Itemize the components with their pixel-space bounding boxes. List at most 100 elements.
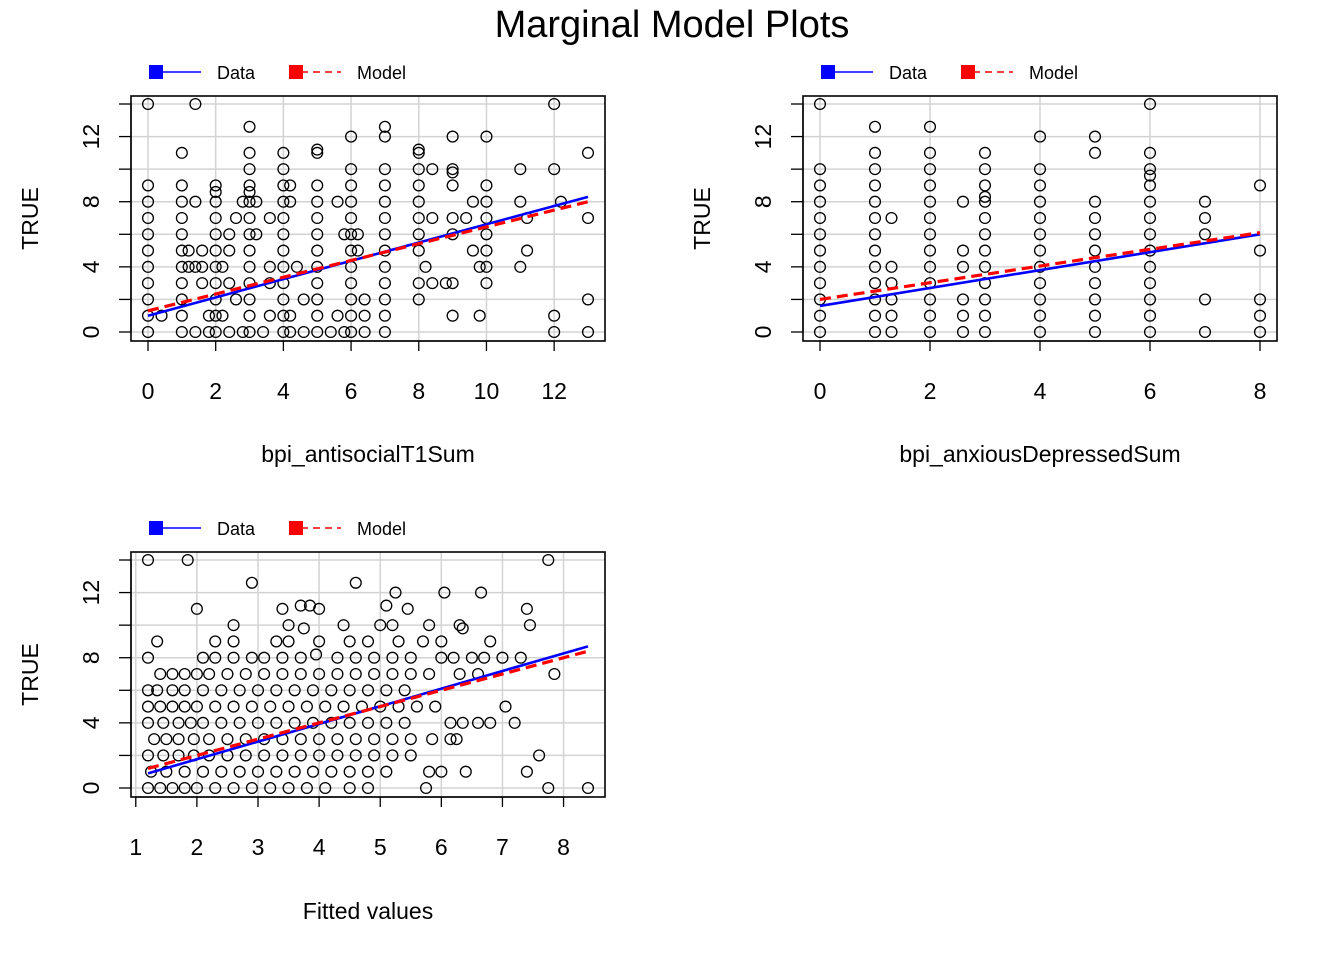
data-point	[313, 635, 326, 648]
data-point	[480, 244, 493, 257]
data-point	[343, 635, 356, 648]
data-point	[868, 260, 882, 273]
data-point	[956, 195, 970, 208]
data-point	[868, 277, 882, 290]
data-point	[1143, 277, 1157, 290]
data-point	[337, 700, 350, 713]
data-point	[343, 781, 356, 795]
data-point	[480, 277, 493, 290]
data-point	[277, 260, 290, 273]
data-point	[190, 700, 203, 713]
data-point	[331, 195, 344, 208]
data-point	[1143, 228, 1157, 241]
data-point	[1143, 293, 1157, 306]
data-point	[189, 97, 202, 111]
data-point	[297, 622, 310, 635]
data-point	[923, 163, 937, 176]
data-point	[404, 733, 417, 746]
data-point	[548, 667, 561, 681]
data-point	[426, 277, 439, 290]
data-point	[178, 765, 191, 778]
data-point	[412, 293, 425, 306]
data-point	[196, 684, 210, 697]
data-point	[386, 619, 399, 632]
data-point	[345, 179, 358, 192]
data-point	[813, 179, 827, 192]
data-point	[154, 781, 167, 795]
data-point	[227, 781, 240, 795]
data-point	[435, 765, 448, 778]
data-point	[284, 195, 297, 208]
x-axis: 1 2 3 4 5 6 7 8 Fitted values	[129, 796, 570, 924]
data-point	[276, 651, 289, 664]
data-point	[1198, 293, 1212, 306]
data-point	[313, 733, 326, 746]
data-point	[227, 651, 240, 664]
data-smoother-line	[819, 233, 1261, 308]
x-axis-title: Fitted values	[303, 898, 433, 924]
data-point	[1253, 179, 1267, 192]
data-point	[166, 781, 179, 795]
data-point	[868, 179, 882, 192]
data-point	[345, 211, 358, 225]
data-point	[520, 602, 533, 615]
data-point	[338, 325, 351, 339]
data-point	[178, 700, 191, 713]
data-point	[439, 277, 452, 290]
data-point	[444, 733, 457, 746]
data-point	[429, 700, 442, 713]
data-point	[1143, 195, 1157, 208]
data-point	[378, 277, 391, 290]
y-tick-label: 4	[750, 260, 776, 273]
x-tick-label: 6	[345, 378, 358, 404]
data-point	[345, 195, 358, 208]
data-point	[178, 781, 191, 795]
x-tick-label: 7	[496, 834, 509, 860]
data-point	[1253, 309, 1267, 322]
data-point	[1143, 169, 1157, 182]
data-point	[885, 325, 898, 339]
data-point	[423, 765, 436, 778]
data-point	[1088, 211, 1102, 225]
data-point	[166, 700, 179, 713]
data-point	[423, 667, 436, 681]
data-point	[956, 244, 970, 257]
data-point	[294, 599, 307, 612]
data-point	[245, 576, 258, 589]
data-point	[480, 195, 493, 208]
data-point	[885, 309, 898, 322]
y-tick-label: 4	[78, 260, 104, 273]
data-point	[978, 190, 992, 203]
data-point	[923, 309, 937, 322]
data-point	[1143, 211, 1157, 225]
data-point	[378, 130, 391, 143]
data-point	[141, 179, 155, 192]
x-tick-label: 10	[474, 378, 500, 404]
data-point	[885, 211, 898, 225]
data-point	[189, 260, 202, 273]
x-axis-title: bpi_antisocialT1Sum	[261, 441, 475, 467]
data-point	[251, 765, 265, 778]
data-point	[361, 716, 375, 729]
data-point	[1253, 244, 1267, 257]
data-point	[514, 651, 527, 664]
data-point	[243, 228, 256, 241]
panel-1: 0 2 4 6 8 10 12 bpi_antisocialT1Sum 0 4 8 12 TRUE Dat…	[17, 63, 606, 467]
data-point	[175, 325, 188, 339]
data-point	[184, 716, 197, 729]
y-axis-title: TRUE	[689, 187, 715, 250]
y-tick-label: 0	[78, 326, 104, 339]
data-point	[978, 244, 992, 257]
data-point	[345, 244, 358, 257]
data-point	[514, 163, 527, 176]
data-point	[172, 716, 185, 729]
data-point	[187, 733, 200, 746]
data-point	[378, 325, 391, 339]
data-point	[978, 228, 992, 241]
data-point	[276, 749, 289, 762]
data-point	[175, 277, 188, 290]
data-point	[229, 293, 243, 306]
data-point	[349, 651, 362, 664]
data-point	[426, 211, 439, 225]
data-point	[956, 309, 970, 322]
